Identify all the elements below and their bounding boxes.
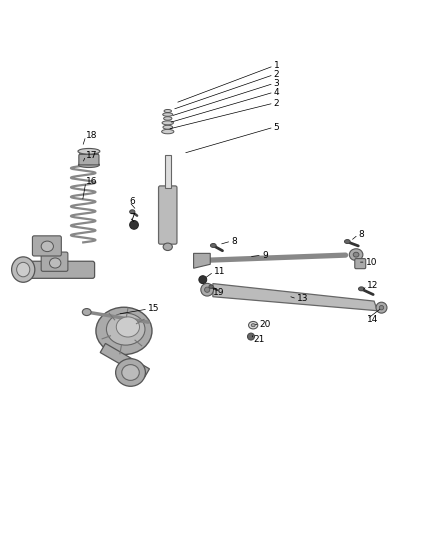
FancyBboxPatch shape	[355, 259, 366, 269]
Text: 6: 6	[129, 197, 135, 206]
Ellipse shape	[201, 284, 214, 296]
Text: 20: 20	[260, 320, 271, 329]
Ellipse shape	[210, 244, 216, 247]
Ellipse shape	[353, 252, 359, 257]
Ellipse shape	[358, 287, 364, 291]
Ellipse shape	[209, 285, 213, 288]
Ellipse shape	[162, 113, 173, 116]
Ellipse shape	[164, 109, 172, 112]
Text: 10: 10	[366, 257, 377, 266]
Text: 9: 9	[262, 251, 268, 260]
Circle shape	[247, 333, 254, 340]
FancyBboxPatch shape	[79, 155, 99, 165]
Ellipse shape	[79, 160, 99, 165]
FancyBboxPatch shape	[32, 236, 61, 256]
Text: 7: 7	[129, 213, 135, 222]
Ellipse shape	[163, 125, 173, 129]
Polygon shape	[213, 284, 378, 311]
FancyBboxPatch shape	[17, 261, 95, 278]
Ellipse shape	[17, 262, 30, 277]
Text: 2: 2	[274, 70, 279, 79]
FancyBboxPatch shape	[41, 252, 68, 271]
Ellipse shape	[78, 162, 99, 167]
Circle shape	[199, 276, 207, 284]
Ellipse shape	[163, 117, 172, 120]
Ellipse shape	[162, 130, 174, 134]
Ellipse shape	[350, 249, 363, 261]
Ellipse shape	[163, 243, 172, 251]
Ellipse shape	[379, 305, 384, 310]
Ellipse shape	[251, 324, 255, 327]
Ellipse shape	[49, 258, 61, 268]
Ellipse shape	[79, 156, 99, 160]
Text: 12: 12	[367, 281, 378, 290]
Ellipse shape	[78, 149, 100, 154]
Text: 18: 18	[86, 132, 97, 141]
Text: 2: 2	[274, 99, 279, 108]
Ellipse shape	[79, 152, 99, 157]
Polygon shape	[194, 253, 210, 268]
Text: 4: 4	[274, 87, 279, 96]
Text: 21: 21	[253, 335, 265, 344]
Text: 8: 8	[358, 230, 364, 239]
Circle shape	[130, 221, 138, 229]
FancyBboxPatch shape	[159, 186, 177, 244]
Polygon shape	[100, 343, 149, 378]
Text: 5: 5	[274, 123, 279, 132]
Ellipse shape	[106, 313, 145, 345]
Text: 8: 8	[231, 237, 237, 246]
Text: 1: 1	[274, 61, 279, 70]
Ellipse shape	[344, 239, 350, 244]
Ellipse shape	[130, 210, 135, 214]
Text: 17: 17	[86, 151, 97, 160]
Text: 13: 13	[297, 294, 308, 303]
Text: 19: 19	[213, 288, 224, 297]
Ellipse shape	[116, 359, 145, 386]
Text: 14: 14	[367, 314, 378, 324]
Text: 15: 15	[148, 304, 159, 313]
Text: 3: 3	[274, 79, 279, 88]
Text: 11: 11	[214, 267, 225, 276]
Ellipse shape	[205, 287, 210, 292]
Ellipse shape	[96, 307, 152, 354]
Ellipse shape	[162, 121, 173, 125]
Ellipse shape	[11, 257, 35, 282]
Bar	[165, 155, 171, 188]
Ellipse shape	[41, 241, 53, 252]
Ellipse shape	[122, 365, 139, 381]
Ellipse shape	[249, 321, 258, 329]
Ellipse shape	[82, 309, 91, 316]
Ellipse shape	[116, 317, 139, 337]
Text: 16: 16	[86, 177, 97, 187]
Ellipse shape	[376, 302, 387, 313]
